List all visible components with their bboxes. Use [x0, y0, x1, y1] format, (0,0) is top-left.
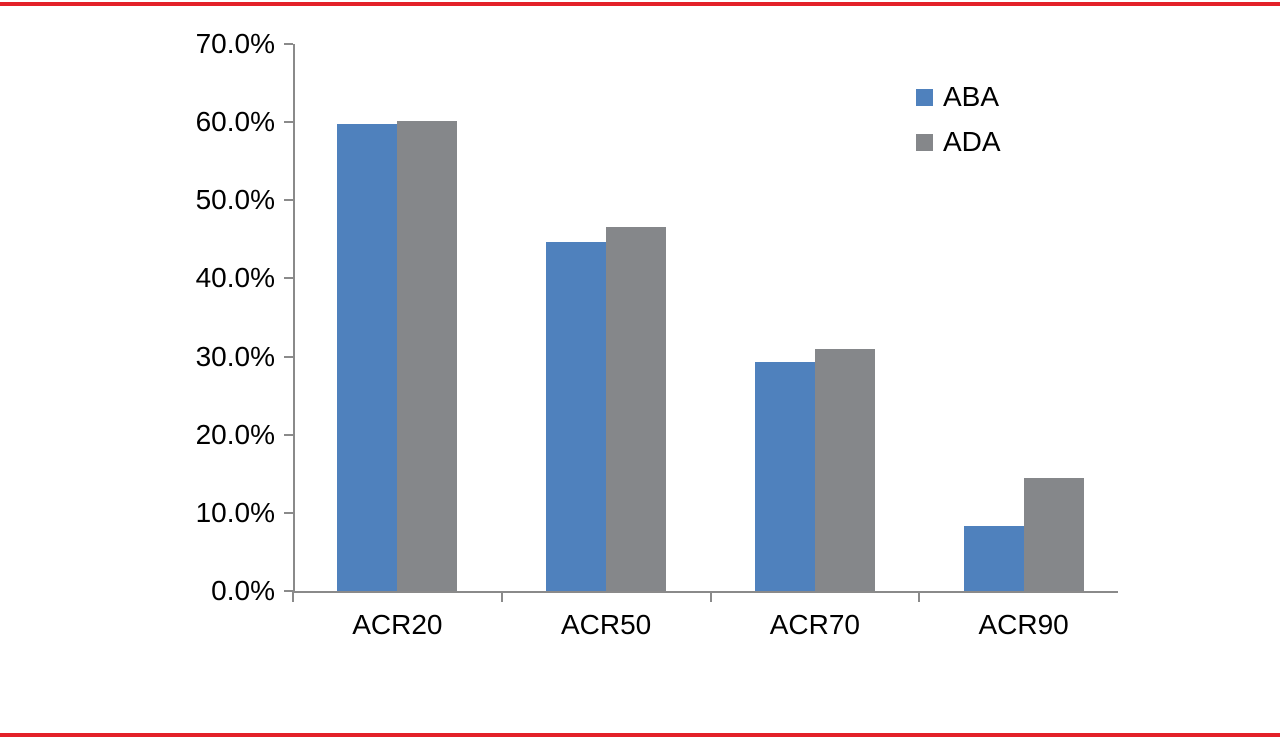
x-axis-tick [709, 591, 712, 602]
y-axis-tick-label: 20.0% [195, 418, 275, 450]
legend-item-ABA: ABA [916, 83, 1001, 111]
x-axis-tick [292, 591, 294, 602]
y-axis-tick-label: 70.0% [195, 28, 275, 59]
y-axis-tick [284, 277, 293, 280]
y-axis-tick-label: 60.0% [195, 106, 275, 138]
y-axis-tick [284, 355, 293, 358]
legend: ABA ADA [916, 83, 1001, 173]
x-axis-category-label: ACR20 [352, 609, 443, 640]
legend-label-ADA: ADA [943, 126, 1001, 157]
y-axis-tick-label: 0.0% [211, 575, 275, 606]
y-axis-tick-label: 40.0% [195, 262, 275, 294]
bar-ABA-ACR20 [337, 124, 398, 591]
bar-ADA-ACR50 [606, 227, 667, 591]
y-axis-tick [284, 121, 293, 124]
legend-item-ADA: ADA [916, 128, 1001, 156]
y-axis-tick-label: 50.0% [195, 184, 275, 216]
top-border-rule [0, 2, 1280, 6]
bar-ABA-ACR50 [546, 242, 607, 591]
legend-swatch-ADA [916, 133, 933, 151]
y-axis-line [293, 44, 295, 593]
legend-label-ABA: ABA [943, 81, 1000, 112]
y-axis-tick [284, 511, 293, 514]
bar-ABA-ACR90 [963, 526, 1024, 591]
y-axis-tick-label: 10.0% [195, 496, 275, 528]
y-axis-tick [284, 43, 293, 45]
x-axis-category-label: ACR90 [978, 609, 1069, 640]
bar-ADA-ACR70 [814, 349, 875, 591]
x-axis-category-label: ACR50 [560, 609, 652, 640]
bottom-border-rule [0, 733, 1280, 737]
x-axis-line [293, 591, 1118, 593]
x-axis-category-label: ACR70 [769, 609, 860, 640]
x-axis-tick [500, 591, 503, 602]
bar-ADA-ACR90 [1023, 478, 1084, 591]
bar-ABA-ACR70 [754, 362, 815, 591]
y-axis-tick-label: 30.0% [195, 340, 275, 372]
bar-ADA-ACR20 [397, 121, 458, 591]
x-axis-tick [918, 591, 921, 602]
y-axis-tick [284, 590, 293, 592]
y-axis-tick [284, 433, 293, 436]
legend-swatch-ABA [916, 88, 933, 106]
y-axis-tick [284, 199, 293, 202]
